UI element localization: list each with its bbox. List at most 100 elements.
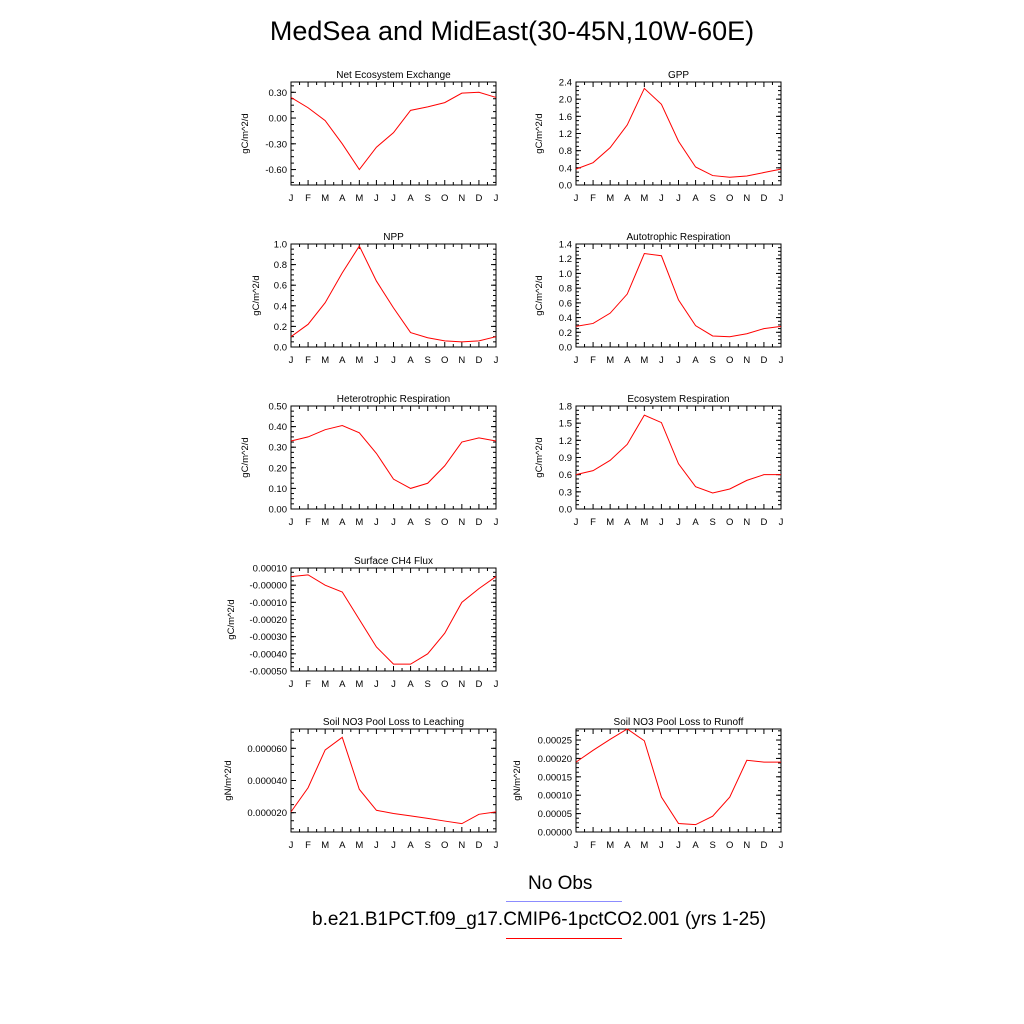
- y-tick-label: -0.30: [265, 139, 287, 150]
- x-tick-label: F: [590, 517, 596, 528]
- y-tick-label: -0.00020: [249, 615, 287, 626]
- series-line: [290, 574, 497, 665]
- x-tick-label: A: [692, 193, 699, 204]
- x-tick-label: S: [709, 355, 715, 366]
- y-tick-label: -0.00050: [249, 667, 287, 678]
- legend-model-line: [506, 938, 622, 939]
- plot-frame: [575, 81, 782, 186]
- series-line: [575, 414, 781, 494]
- plot-frame: [290, 81, 497, 186]
- y-tick-label: 0.40: [269, 422, 288, 433]
- y-tick-label: 0.00015: [538, 772, 572, 783]
- x-tick-label: N: [458, 355, 465, 366]
- x-tick-label: S: [709, 517, 715, 528]
- x-tick-label: J: [289, 840, 294, 851]
- x-tick-label: A: [624, 517, 631, 528]
- y-tick-label: 0.000040: [247, 776, 287, 787]
- x-tick-label: S: [424, 679, 430, 690]
- x-tick-label: J: [494, 840, 499, 851]
- x-tick-label: M: [321, 193, 329, 204]
- y-tick-label: 0.00: [269, 114, 288, 125]
- y-tick-label: 0.0: [559, 181, 572, 192]
- x-tick-label: J: [374, 193, 379, 204]
- x-tick-label: A: [692, 517, 699, 528]
- y-tick-label: 0.0: [559, 343, 572, 354]
- plot-frame: [575, 405, 782, 510]
- x-tick-label: F: [305, 679, 311, 690]
- y-axis-label: gN/m^2/d: [223, 760, 234, 800]
- panel-title: Ecosystem Respiration: [627, 394, 729, 405]
- y-tick-label: 0.00: [269, 505, 288, 516]
- panel-title: Heterotrophic Respiration: [337, 394, 450, 405]
- x-tick-label: D: [475, 193, 482, 204]
- y-tick-label: 0.6: [274, 281, 287, 292]
- x-tick-label: F: [590, 193, 596, 204]
- x-tick-label: D: [760, 517, 767, 528]
- y-tick-label: 0.50: [269, 402, 288, 413]
- x-tick-label: J: [494, 517, 499, 528]
- panel-title: NPP: [383, 232, 404, 243]
- x-tick-label: J: [676, 355, 681, 366]
- x-tick-label: J: [574, 840, 579, 851]
- y-tick-label: 1.2: [559, 436, 572, 447]
- y-tick-label: 0.2: [559, 328, 572, 339]
- plot-frame: [290, 728, 497, 833]
- x-tick-label: D: [475, 840, 482, 851]
- y-tick-label: 0.0: [274, 343, 287, 354]
- panel-title: Soil NO3 Pool Loss to Leaching: [323, 717, 464, 728]
- x-tick-label: J: [374, 679, 379, 690]
- x-tick-label: J: [374, 355, 379, 366]
- y-tick-label: 1.2: [559, 254, 572, 265]
- x-tick-label: J: [779, 840, 784, 851]
- x-tick-label: N: [743, 193, 750, 204]
- x-tick-label: O: [726, 517, 733, 528]
- y-tick-label: 0.9: [559, 453, 572, 464]
- x-tick-label: M: [321, 679, 329, 690]
- x-tick-label: J: [391, 193, 396, 204]
- series-line: [575, 87, 782, 178]
- x-tick-label: J: [659, 840, 664, 851]
- x-tick-label: J: [574, 193, 579, 204]
- x-tick-label: A: [407, 193, 414, 204]
- x-tick-label: J: [391, 355, 396, 366]
- x-tick-label: J: [659, 193, 664, 204]
- x-tick-label: O: [441, 679, 448, 690]
- x-tick-label: D: [760, 355, 767, 366]
- y-axis-label: gC/m^2/d: [534, 437, 545, 477]
- series-line: [290, 425, 497, 489]
- y-tick-label: 0.8: [559, 284, 572, 295]
- x-tick-label: O: [726, 193, 733, 204]
- x-tick-label: J: [289, 355, 294, 366]
- y-axis-label: gC/m^2/d: [534, 275, 545, 315]
- y-tick-label: 0.4: [559, 163, 572, 174]
- figure-title: MedSea and MidEast(30-45N,10W-60E): [269, 16, 755, 46]
- y-tick-label: 0.10: [269, 484, 288, 495]
- x-tick-label: J: [289, 193, 294, 204]
- y-tick-label: -0.60: [265, 165, 287, 176]
- y-tick-label: 0.3: [559, 487, 572, 498]
- x-tick-label: D: [475, 355, 482, 366]
- x-tick-label: J: [391, 840, 396, 851]
- x-tick-label: D: [760, 840, 767, 851]
- x-tick-label: S: [424, 355, 430, 366]
- x-tick-label: J: [659, 517, 664, 528]
- x-tick-label: N: [458, 517, 465, 528]
- x-tick-label: J: [289, 517, 294, 528]
- y-tick-label: -0.00000: [249, 581, 287, 592]
- x-tick-label: A: [692, 355, 699, 366]
- y-axis-label: gC/m^2/d: [240, 437, 251, 477]
- x-tick-label: O: [441, 517, 448, 528]
- x-tick-label: J: [289, 679, 294, 690]
- x-tick-label: F: [590, 840, 596, 851]
- y-tick-label: 2.0: [559, 95, 572, 106]
- x-tick-label: O: [441, 355, 448, 366]
- y-tick-label: 1.2: [559, 129, 572, 140]
- x-tick-label: J: [494, 355, 499, 366]
- plot-frame: [575, 243, 782, 348]
- x-tick-label: J: [676, 840, 681, 851]
- y-tick-label: 0.8: [274, 260, 287, 271]
